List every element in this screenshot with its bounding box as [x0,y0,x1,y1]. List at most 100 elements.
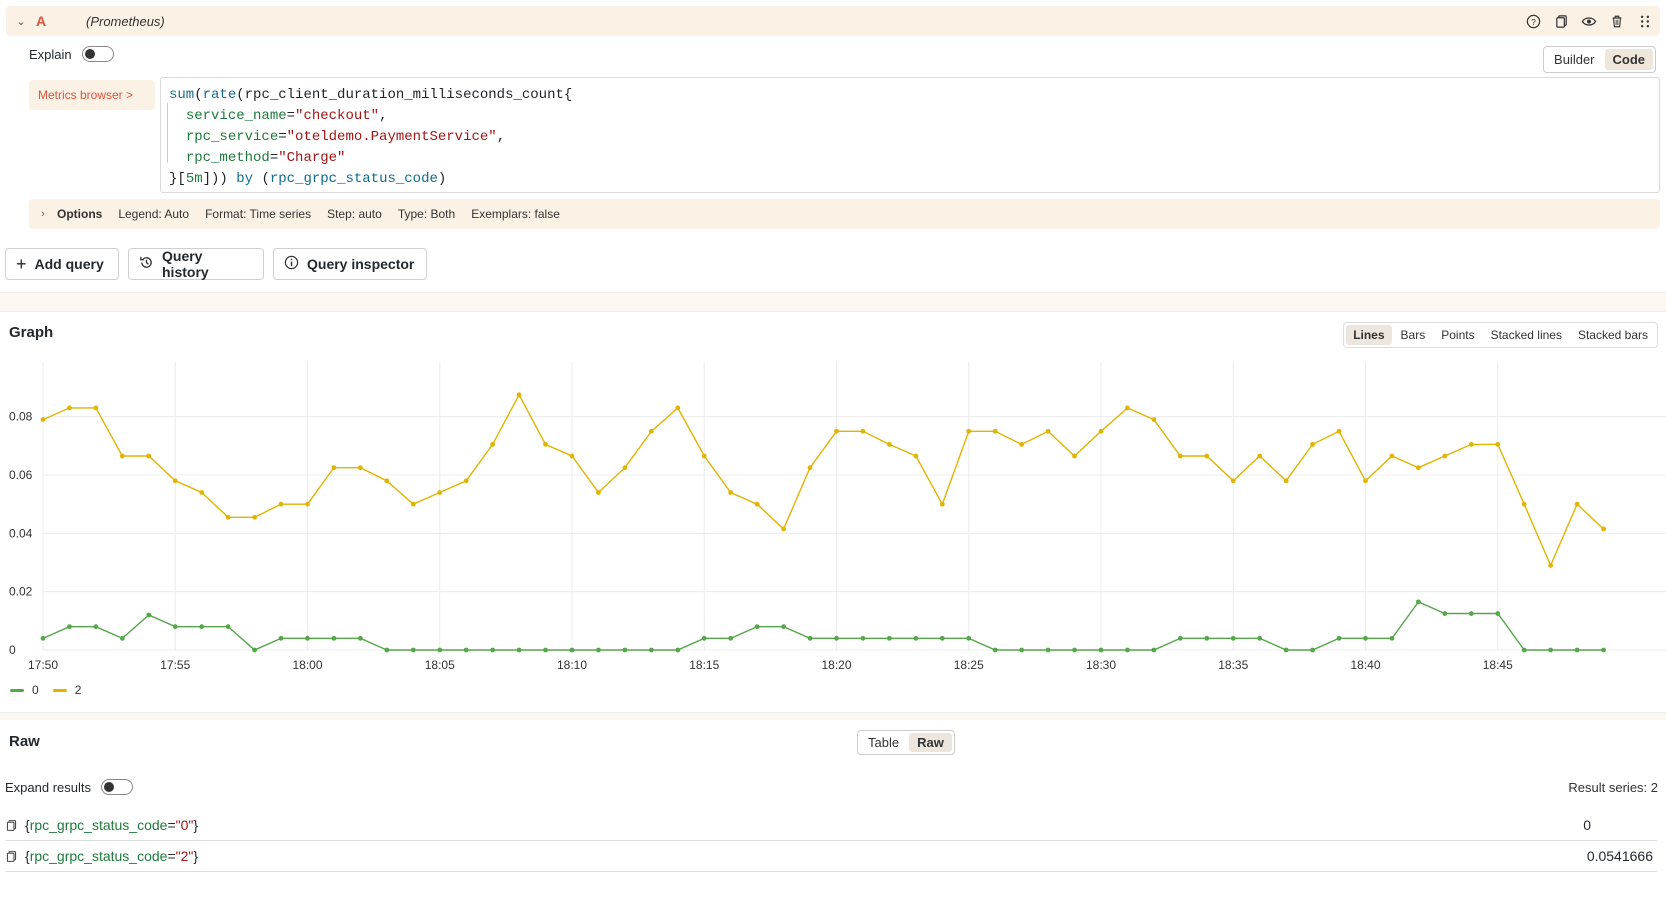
graph-type-lines[interactable]: Lines [1346,325,1392,345]
query-history-label: Query history [162,248,209,280]
legend-item-0[interactable]: 0 [10,683,39,697]
time-series-chart[interactable]: 0 0.02 0.04 0.06 0.08 17:50 17:55 18:00 18:05 18:… [0,360,1666,680]
options-exemplars: Exemplars: false [471,207,560,221]
label-eq: = [167,817,176,833]
eye-icon[interactable] [1580,12,1598,30]
label-value: "checkout" [295,108,380,124]
data-point-0 [1151,647,1157,653]
svg-text:?: ? [1531,16,1536,26]
query-inspector-button[interactable]: Query inspector [273,248,427,280]
label-key: rpc_grpc_status_code [29,848,168,864]
data-point-2 [1310,441,1315,447]
data-point-0 [966,635,972,641]
query-line-2: service_name="checkout", [169,106,1651,127]
data-point-0 [1495,611,1501,616]
data-point-2 [1045,428,1051,434]
explain-row: Explain [29,46,114,62]
graph-type-points[interactable]: Points [1441,328,1475,342]
x-tick-label: 17:55 [160,658,190,672]
x-tick-label: 18:05 [425,658,455,672]
label-eq: = [286,108,296,124]
trash-icon[interactable] [1608,12,1626,30]
query-letter[interactable]: A [36,13,47,29]
data-point-0 [40,635,46,641]
data-point-2 [463,478,469,484]
data-point-0 [199,624,205,630]
options-step: Step: auto [327,207,382,221]
graph-type-stacked-lines[interactable]: Stacked lines [1490,328,1562,342]
query-line-3: rpc_service="oteldemo.PaymentService", [169,127,1651,148]
history-icon [139,255,154,273]
query-line-1: sum(rate(rpc_client_duration_millisecond… [169,85,1651,106]
data-point-0 [252,647,257,653]
raw-view-switch: Table Raw [857,730,955,755]
data-point-2 [490,441,496,447]
drag-handle-icon[interactable] [1636,12,1654,30]
raw-view-button[interactable]: Raw [909,733,952,752]
copy-icon[interactable] [5,819,25,832]
expand-results-toggle[interactable] [101,779,133,795]
data-point-0 [701,635,707,641]
brace: { [25,817,30,833]
bracket: ])) [202,171,237,187]
options-row[interactable]: › Options Legend: Auto Format: Time seri… [29,199,1660,229]
data-point-2 [887,441,892,447]
data-point-2 [384,478,390,484]
data-point-2 [1601,526,1606,532]
data-point-0 [648,647,654,653]
query-editor[interactable]: sum(rate(rpc_client_duration_millisecond… [160,77,1660,193]
data-point-2 [1521,501,1527,507]
help-icon[interactable]: ? [1524,12,1542,30]
data-point-2 [596,490,601,495]
data-point-2 [675,405,681,411]
data-point-0 [67,624,72,630]
data-point-2 [913,453,919,459]
data-point-0 [1045,647,1051,653]
fn-rate: rate [202,87,237,103]
builder-mode-button[interactable]: Builder [1554,52,1595,67]
data-point-2 [358,465,363,471]
data-point-0 [516,647,522,653]
query-row-header: ⌄ A (Prometheus) ? [6,6,1660,36]
code-mode-button[interactable]: Code [1604,49,1653,70]
table-view-button[interactable]: Table [868,735,900,750]
data-point-0 [172,624,178,630]
brace: } [193,817,199,833]
graph-type-bars[interactable]: Bars [1400,328,1426,342]
graph-title: Graph [9,324,54,341]
duplicate-icon[interactable] [1552,12,1570,30]
y-tick-label: 0.06 [9,468,33,482]
data-point-0 [1072,647,1077,653]
data-point-2 [939,501,945,507]
data-point-2 [40,417,46,422]
add-query-button[interactable]: + Add query [5,248,119,280]
expand-chevron-icon[interactable]: › [41,208,45,220]
metrics-browser-button[interactable]: Metrics browser > [29,80,155,110]
label-eq: = [278,129,287,145]
label-value: "2" [175,848,194,864]
data-point-0 [331,635,337,641]
data-point-2 [1019,441,1025,447]
data-point-0 [1389,635,1395,641]
explain-toggle[interactable] [81,46,114,62]
legend-label: 0 [32,683,39,697]
legend-item-2[interactable]: 2 [52,683,81,697]
data-point-2 [1495,441,1501,447]
data-point-2 [199,490,205,495]
data-point-0 [225,624,231,630]
collapse-chevron-icon[interactable]: ⌄ [16,15,26,28]
data-point-0 [1521,647,1527,653]
query-history-button[interactable]: Query history [128,248,264,280]
comma: , [379,108,388,124]
data-point-2 [569,453,575,459]
graph-type-stacked-bars[interactable]: Stacked bars [1577,328,1648,342]
data-point-2 [437,490,443,495]
metric-name: (rpc_client_duration_milliseconds_count{ [236,87,573,103]
data-point-2 [543,441,548,447]
query-row-actions: ? [1524,6,1654,36]
range-duration: 5m [185,171,203,187]
data-point-2 [1548,563,1554,568]
data-point-2 [1363,478,1368,484]
x-tick-label: 18:20 [821,658,851,672]
copy-icon[interactable] [5,850,25,863]
